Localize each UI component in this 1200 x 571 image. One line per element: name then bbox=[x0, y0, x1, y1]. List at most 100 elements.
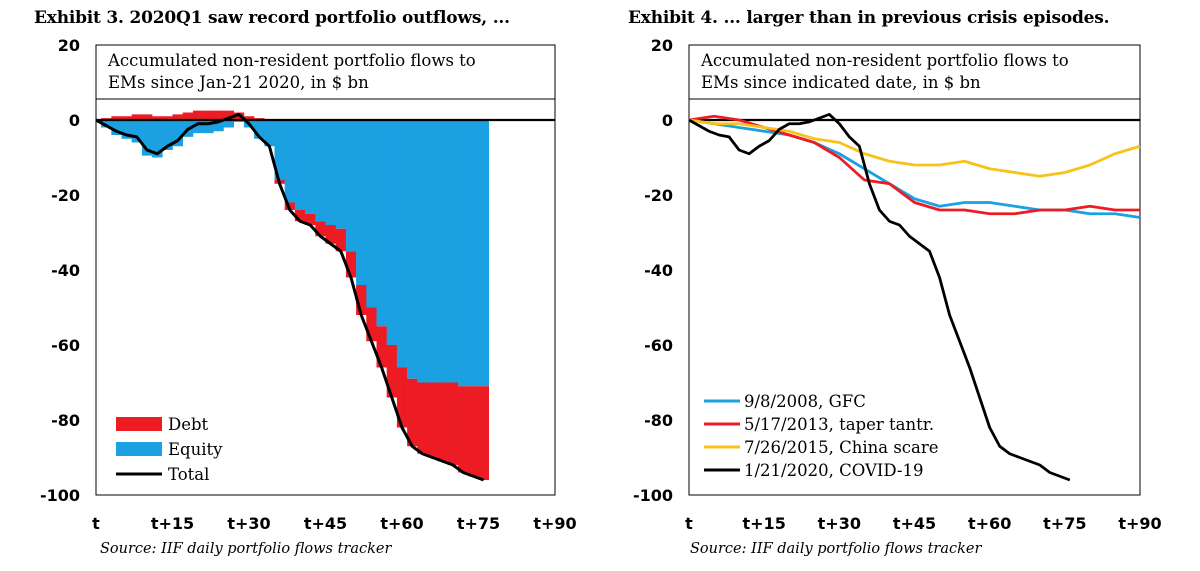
y-tick-label: 0 bbox=[662, 111, 673, 130]
debt-bar bbox=[325, 225, 336, 244]
exhibit-3-source: Source: IIF daily portfolio flows tracke… bbox=[100, 541, 392, 557]
x-tick-label: t bbox=[92, 514, 100, 533]
y-tick-label: 20 bbox=[58, 36, 80, 55]
debt-bar bbox=[152, 116, 163, 120]
x-tick-label: t+45 bbox=[304, 514, 347, 533]
exhibit-3-chart: 20 0 -20 -40 -60 -80 -100 t t+15 t+30 t+45 t+60 t+75… bbox=[40, 36, 577, 533]
legend-label: 9/8/2008, GFC bbox=[744, 392, 866, 411]
equity-bar bbox=[172, 120, 183, 147]
legend-swatch bbox=[116, 417, 162, 431]
debt-bar bbox=[396, 367, 408, 428]
equity-bar bbox=[131, 120, 143, 143]
equity-bar bbox=[141, 120, 153, 156]
debt-bar bbox=[356, 285, 367, 315]
debt-bar bbox=[243, 116, 255, 120]
equity-bar bbox=[111, 120, 122, 135]
equity-bar bbox=[335, 120, 347, 229]
equity-bar bbox=[447, 120, 459, 383]
y-tick-label: -80 bbox=[51, 411, 80, 430]
exhibit-4-chart: 20 0 -20 -40 -60 -80 -100 t t+15 t+30 t+45 t+60 t+75… bbox=[633, 36, 1162, 533]
equity-bar bbox=[294, 120, 306, 210]
equity-bar bbox=[407, 120, 418, 379]
y-tick-label: -40 bbox=[51, 261, 80, 280]
debt-bar bbox=[111, 116, 122, 120]
exhibit-3-title: Exhibit 3. 2020Q1 saw record portfolio o… bbox=[34, 8, 510, 28]
x-tick-label: t bbox=[685, 514, 693, 533]
y-tick-label: -80 bbox=[644, 411, 673, 430]
x-tick-label: t+15 bbox=[151, 514, 194, 533]
equity-bar bbox=[396, 120, 408, 368]
y-tick-label: -40 bbox=[644, 261, 673, 280]
chart-subtitle-line: EMs since indicated date, in $ bn bbox=[701, 73, 981, 92]
plot-frame bbox=[95, 44, 556, 496]
debt-bar bbox=[315, 221, 326, 237]
x-tick-label: t+15 bbox=[743, 514, 786, 533]
debt-bar bbox=[335, 228, 347, 252]
debt-bar bbox=[468, 386, 479, 477]
debt-bar bbox=[121, 116, 132, 120]
equity-bar bbox=[417, 120, 428, 383]
y-tick-label: -20 bbox=[644, 186, 673, 205]
debt-bar bbox=[407, 378, 418, 447]
equity-bar bbox=[437, 120, 449, 383]
equity-bar bbox=[254, 120, 265, 139]
equity-bar bbox=[366, 120, 377, 308]
debt-bar bbox=[172, 114, 183, 120]
x-tick-label: t+60 bbox=[380, 514, 423, 533]
equity-bar bbox=[213, 120, 224, 132]
debt-bar bbox=[478, 386, 489, 480]
equity-bar bbox=[376, 120, 387, 327]
x-tick-label: t+90 bbox=[1118, 514, 1161, 533]
equity-bar bbox=[305, 120, 316, 214]
equity-bar bbox=[192, 120, 204, 134]
debt-bar bbox=[437, 382, 449, 462]
exhibit-4-title: Exhibit 4. ... larger than in previous c… bbox=[628, 8, 1110, 28]
debt-bar bbox=[162, 116, 173, 120]
equity-bar bbox=[458, 120, 469, 387]
debt-bar bbox=[223, 110, 234, 120]
debt-bar bbox=[458, 386, 469, 473]
equity-bar bbox=[101, 120, 112, 128]
debt-bar bbox=[376, 326, 387, 368]
legend-label: 1/21/2020, COVID-19 bbox=[744, 461, 924, 480]
x-tick-label: t+75 bbox=[1043, 514, 1086, 533]
equity-bar bbox=[478, 120, 489, 387]
x-tick-label: t+90 bbox=[533, 514, 576, 533]
x-tick-label: t+30 bbox=[818, 514, 861, 533]
debt-bar bbox=[182, 112, 194, 120]
chart-subtitle-line: Accumulated non-resident portfolio flows… bbox=[107, 51, 476, 70]
x-tick-label: t+75 bbox=[457, 514, 500, 533]
equity-bar bbox=[223, 120, 234, 128]
equity-bar bbox=[274, 120, 285, 180]
debt-bar bbox=[447, 382, 459, 465]
plot-frame bbox=[688, 44, 1141, 496]
equity-bar bbox=[152, 120, 163, 158]
y-tick-label: -100 bbox=[40, 486, 80, 505]
series-line bbox=[688, 118, 1141, 178]
x-tick-label: t+45 bbox=[893, 514, 936, 533]
debt-bar bbox=[294, 210, 306, 222]
y-tick-label: 0 bbox=[69, 111, 80, 130]
debt-bar bbox=[192, 110, 204, 120]
debt-bar bbox=[366, 307, 377, 342]
equity-bar bbox=[264, 120, 275, 147]
y-tick-label: -60 bbox=[51, 336, 80, 355]
debt-bar bbox=[213, 110, 224, 120]
equity-bar bbox=[345, 120, 357, 252]
y-tick-label: 20 bbox=[651, 36, 673, 55]
equity-bar bbox=[356, 120, 367, 285]
debt-bar bbox=[427, 382, 438, 458]
legend-label: Debt bbox=[168, 415, 209, 434]
exhibit-4-source: Source: IIF daily portfolio flows tracke… bbox=[690, 541, 982, 557]
debt-bar bbox=[386, 345, 398, 398]
debt-bar bbox=[131, 114, 143, 120]
debt-bar bbox=[345, 251, 357, 278]
equity-bar bbox=[386, 120, 398, 345]
equity-bar bbox=[203, 120, 214, 134]
debt-bar bbox=[203, 110, 214, 120]
equity-bar bbox=[468, 120, 479, 387]
equity-bar bbox=[315, 120, 326, 222]
legend-label: 7/26/2015, China scare bbox=[744, 438, 939, 457]
series-line bbox=[688, 112, 1071, 482]
